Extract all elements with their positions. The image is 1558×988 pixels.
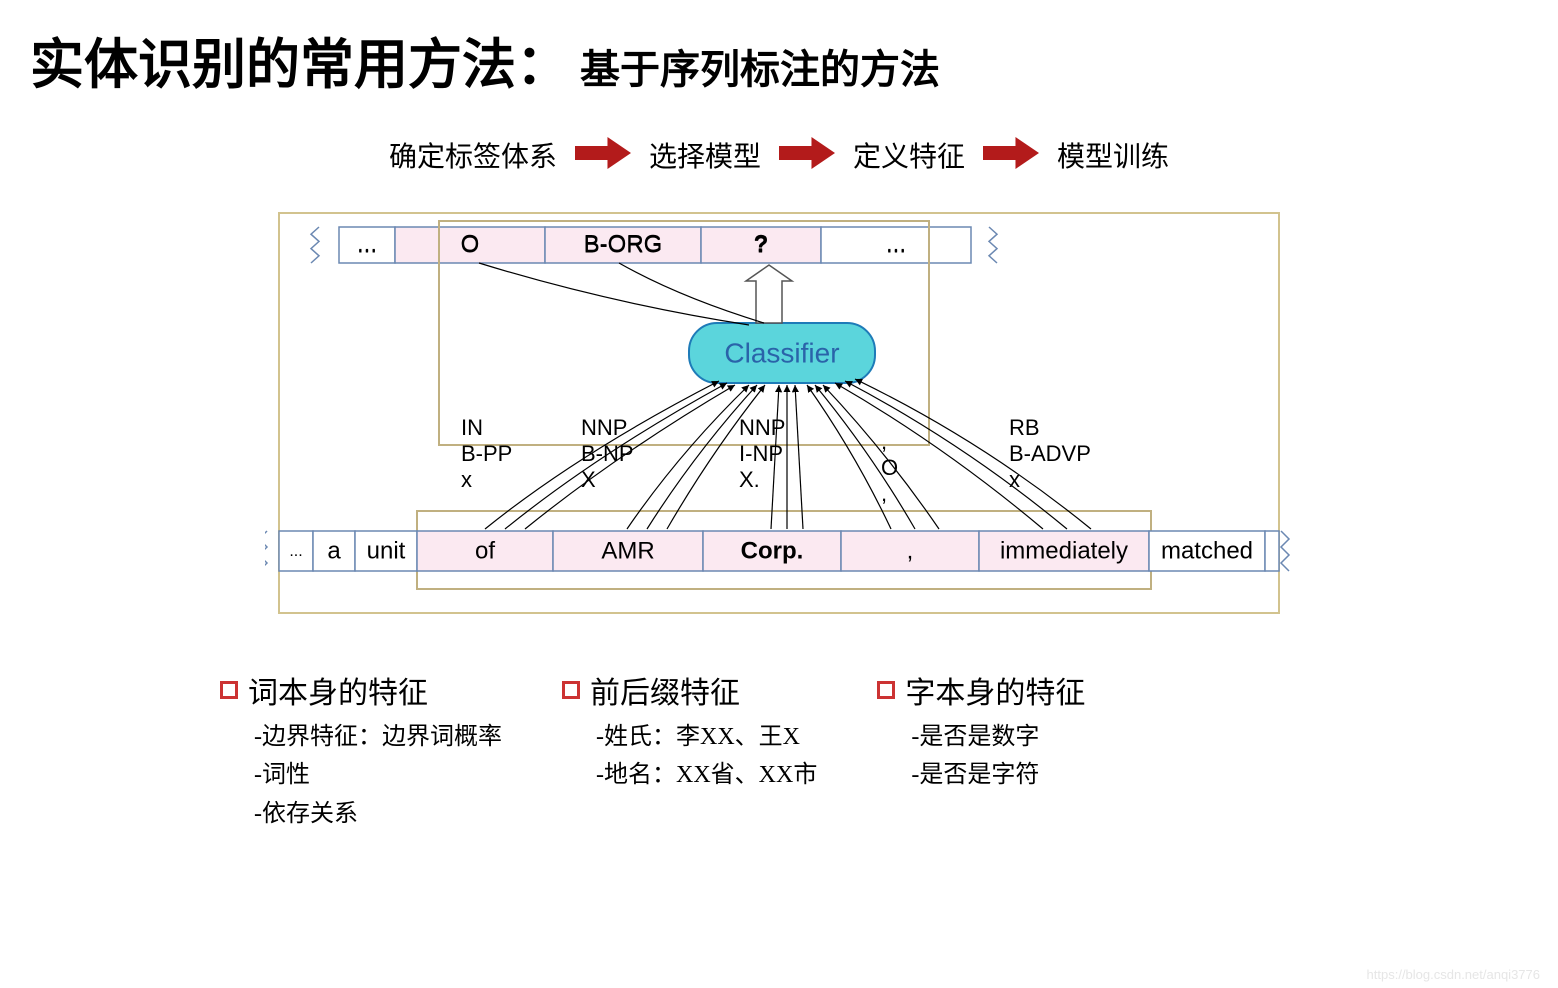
feature-item: -是否是数字	[911, 718, 1085, 756]
svg-text:O: O	[461, 230, 480, 257]
svg-text:?: ?	[754, 230, 769, 257]
svg-text:unit: unit	[367, 537, 406, 564]
feature-items-0: -边界特征：边界词概率 -词性 -依存关系	[254, 718, 502, 833]
svg-text:...: ...	[357, 230, 377, 257]
feature-block-0: 词本身的特征 -边界特征：边界词概率 -词性 -依存关系	[220, 668, 502, 833]
svg-text:O: O	[881, 455, 898, 480]
feature-block-2: 字本身的特征 -是否是数字 -是否是字符	[877, 668, 1085, 833]
svg-text:IN: IN	[461, 415, 483, 440]
svg-text:X: X	[581, 467, 596, 492]
feature-item: -是否是字符	[911, 756, 1085, 794]
feature-item: -依存关系	[254, 795, 502, 833]
workflow-row: 确定标签体系 选择模型 定义特征 模型训练	[30, 135, 1528, 175]
watermark-text: https://blog.csdn.net/anqi3776	[1367, 967, 1540, 982]
svg-text:x: x	[1009, 467, 1020, 492]
feature-items-2: -是否是数字 -是否是字符	[911, 718, 1085, 795]
svg-text:...: ...	[886, 230, 906, 257]
svg-text:RB: RB	[1009, 415, 1040, 440]
feature-item: -姓氏：李XX、王X	[596, 718, 817, 756]
svg-text:Corp.: Corp.	[741, 537, 804, 564]
svg-text:B-PP: B-PP	[461, 441, 512, 466]
workflow-step-2: 定义特征	[853, 135, 965, 175]
feature-item: -边界特征：边界词概率	[254, 718, 502, 756]
bullet-icon	[562, 681, 580, 699]
svg-text:,: ,	[881, 481, 887, 506]
svg-text:x: x	[461, 467, 472, 492]
page-title-row: 实体识别的常用方法： 基于序列标注的方法	[30, 20, 1528, 99]
workflow-step-3: 模型训练	[1057, 135, 1169, 175]
svg-text:,: ,	[907, 537, 914, 564]
feature-item: -词性	[254, 756, 502, 794]
title-sub: 基于序列标注的方法	[580, 37, 940, 95]
svg-text:of: of	[475, 537, 495, 564]
svg-text:...: ...	[289, 543, 302, 560]
feature-block-1: 前后缀特征 -姓氏：李XX、王X -地名：XX省、XX市	[562, 668, 817, 833]
workflow-step-1: 选择模型	[649, 135, 761, 175]
classifier-diagram: ... O B-ORG?... Classifier... aunit of AMR Corp…	[265, 199, 1293, 632]
feature-title-2: 字本身的特征	[905, 668, 1085, 712]
workflow-step-0: 确定标签体系	[389, 135, 557, 175]
svg-text:B-ORG: B-ORG	[584, 230, 663, 257]
svg-text:immediately: immediately	[1000, 537, 1128, 564]
feature-title-0: 词本身的特征	[248, 668, 428, 712]
feature-item: -地名：XX省、XX市	[596, 756, 817, 794]
svg-text:NNP: NNP	[581, 415, 627, 440]
svg-text:I-NP: I-NP	[739, 441, 783, 466]
svg-text:AMR: AMR	[601, 537, 654, 564]
diagram-svg: ... O B-ORG?... Classifier... aunit of AMR Corp…	[265, 199, 1293, 627]
feature-title-1: 前后缀特征	[590, 668, 740, 712]
workflow-arrow-icon	[983, 137, 1039, 174]
bullet-icon	[877, 681, 895, 699]
svg-text:X.: X.	[739, 467, 760, 492]
svg-text:,: ,	[881, 429, 887, 454]
svg-text:Classifier: Classifier	[724, 337, 839, 368]
svg-text:NNP: NNP	[739, 415, 785, 440]
svg-text:matched: matched	[1161, 537, 1253, 564]
workflow-arrow-icon	[575, 137, 631, 174]
svg-text:B-ADVP: B-ADVP	[1009, 441, 1091, 466]
feature-items-1: -姓氏：李XX、王X -地名：XX省、XX市	[596, 718, 817, 795]
workflow-arrow-icon	[779, 137, 835, 174]
svg-text:B-NP: B-NP	[581, 441, 634, 466]
svg-text:a: a	[327, 537, 341, 564]
feature-columns: 词本身的特征 -边界特征：边界词概率 -词性 -依存关系 前后缀特征 -姓氏：李…	[220, 668, 1528, 833]
bullet-icon	[220, 681, 238, 699]
title-main: 实体识别的常用方法：	[30, 20, 570, 99]
